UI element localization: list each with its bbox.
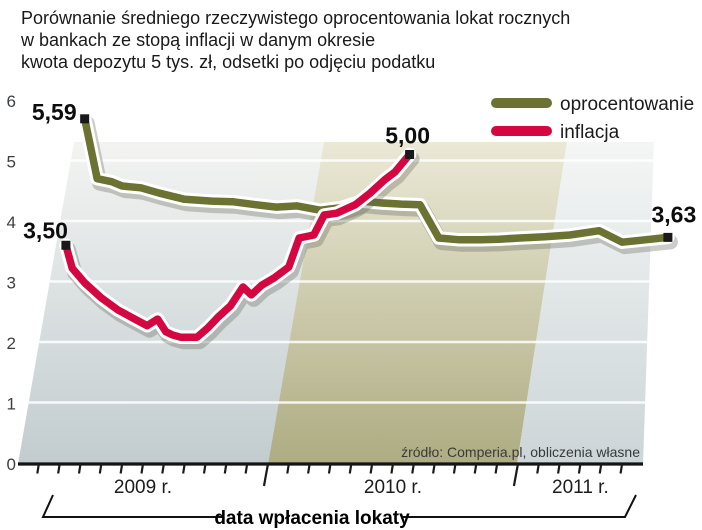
month-tick: [556, 463, 561, 474]
y-axis-label-6: 6: [7, 92, 16, 111]
band-2010: [268, 142, 567, 464]
month-tick: [494, 463, 499, 474]
y-axis-label-2: 2: [7, 334, 16, 353]
gridlines: [18, 159, 654, 404]
chart-title-line-1: Porównanie średniego rzeczywistego oproc…: [21, 8, 570, 28]
endpoint-markers: [61, 114, 673, 250]
data-point-marker-5,59: [80, 114, 90, 124]
data-point-marker-3,63: [663, 232, 673, 242]
x-axis-year-labels: 2009 r. 2010 r. 2011 r.: [114, 477, 609, 498]
value-label-5,59: 5,59: [32, 99, 77, 125]
month-tick: [432, 463, 436, 474]
value-label-3,63: 3,63: [652, 201, 697, 227]
value-label-3,50: 3,50: [23, 217, 68, 243]
band-2009: [18, 142, 324, 464]
month-tick: [119, 463, 124, 474]
month-tick: [161, 463, 165, 474]
chart-title-line-3: kwota depozytu 5 tys. zł, odsetki po odj…: [21, 52, 435, 72]
value-label-5,00: 5,00: [385, 123, 430, 149]
x-axis-caption: data wpłacenia lokaty: [41, 494, 637, 529]
legend-label-inflacja: inflacja: [560, 122, 620, 143]
month-tick: [286, 463, 290, 474]
data-point-marker-3,50: [61, 240, 71, 250]
month-tick: [77, 463, 82, 474]
y-axis-label-1: 1: [7, 395, 16, 414]
line-inflacja: [62, 150, 414, 341]
month-tick: [598, 463, 603, 474]
y-axis-label-0: 0: [7, 455, 16, 474]
data-point-marker-5,00: [405, 150, 415, 159]
x-axis-title: data wpłacenia lokaty: [214, 508, 410, 529]
month-tick: [390, 463, 395, 474]
month-tick: [536, 463, 540, 474]
value-annotations: 5,59 3,50 5,00 3,63: [23, 99, 696, 243]
month-tick: [202, 463, 207, 474]
chart-title-line-2: w bankach ze stopą inflacji w danym okre…: [20, 30, 375, 50]
legend-label-oprocentowanie: oprocentowanie: [560, 94, 694, 115]
month-tick: [57, 463, 61, 474]
source-note: źródło: Comperia.pl, obliczenia własne: [401, 444, 640, 460]
month-tick: [182, 463, 186, 474]
year-label-3: 2011 r.: [552, 477, 609, 498]
year-label-1: 2009 r.: [114, 477, 172, 498]
month-tick: [140, 463, 145, 474]
background-bands: [18, 142, 654, 464]
month-tick: [369, 463, 374, 474]
month-tick: [223, 463, 228, 474]
y-axis-label-5: 5: [7, 153, 16, 172]
y-axis-label-4: 4: [7, 213, 16, 232]
data-series: [59, 112, 678, 350]
month-tick: [36, 463, 40, 474]
month-tick: [244, 463, 249, 474]
month-tick: [327, 463, 332, 474]
month-tick: [411, 463, 415, 474]
band-2011: [517, 142, 654, 464]
month-tick: [473, 463, 478, 474]
year-separator-tick: [262, 463, 270, 487]
y-axis-label-3: 3: [7, 274, 16, 293]
month-tick: [619, 463, 624, 474]
month-tick: [348, 463, 353, 474]
legend: oprocentowanie inflacja: [491, 94, 694, 143]
month-tick: [98, 463, 103, 474]
year-separator-tick: [512, 463, 520, 487]
month-tick: [577, 463, 582, 474]
y-axis-labels: 6 5 4 3 2 1 0: [7, 92, 16, 474]
caption-bracket-line: [41, 494, 637, 518]
x-axis-ticks: [36, 463, 624, 487]
year-label-2: 2010 r.: [364, 477, 422, 498]
month-tick: [452, 463, 457, 474]
month-tick: [307, 463, 311, 474]
